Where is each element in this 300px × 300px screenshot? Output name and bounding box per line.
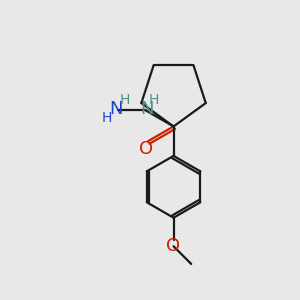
Text: H: H xyxy=(148,93,159,107)
Text: H: H xyxy=(102,112,112,125)
Text: N: N xyxy=(109,100,123,118)
Text: H: H xyxy=(120,93,130,107)
Text: N: N xyxy=(140,100,154,118)
Text: O: O xyxy=(139,140,153,158)
Text: O: O xyxy=(167,237,181,255)
